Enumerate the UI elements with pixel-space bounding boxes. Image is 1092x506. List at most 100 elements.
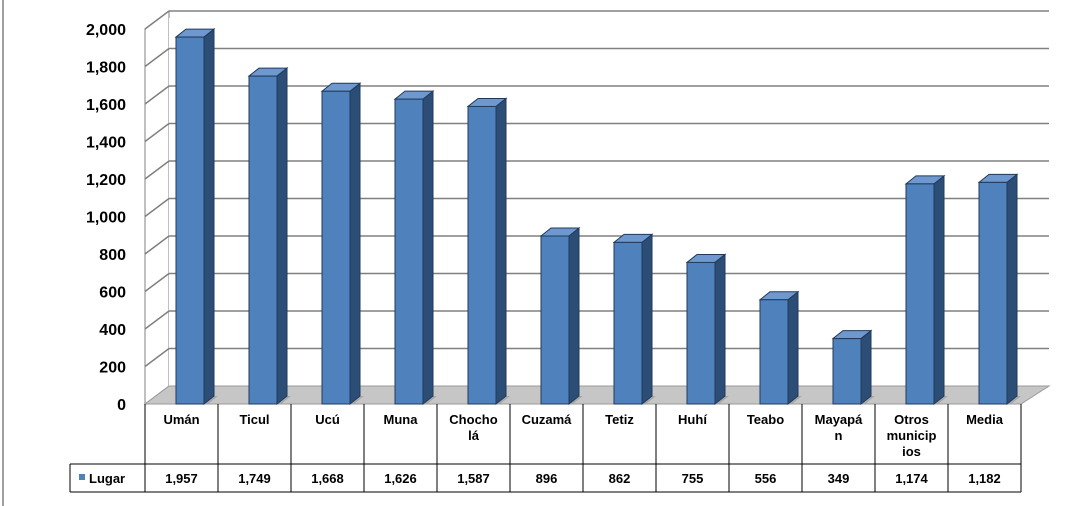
value-label: 1,587 <box>457 471 490 486</box>
bar-side-face <box>203 28 215 406</box>
y-tick-label: 1,400 <box>86 135 126 152</box>
gridline-side <box>144 122 170 143</box>
value-label: 1,668 <box>311 471 344 486</box>
y-tick-label: 1,200 <box>86 172 126 189</box>
category-label: Umán <box>163 412 199 427</box>
gridline-side <box>144 10 170 30</box>
value-label: 556 <box>755 471 777 486</box>
bar-front-face <box>540 235 570 405</box>
bar-side-face <box>422 90 434 406</box>
bar-side-face <box>349 82 361 406</box>
category-label: n <box>835 428 843 443</box>
bar-shadow <box>861 396 875 404</box>
bar-front-face <box>248 75 278 405</box>
bar <box>831 329 875 406</box>
bar-front-face <box>321 90 351 405</box>
gridline-side <box>144 47 170 68</box>
category-label: Ucú <box>315 412 340 427</box>
bar-side-face <box>641 233 653 406</box>
bar-side-face <box>714 253 726 406</box>
gridline-side <box>144 85 170 105</box>
bar-side-face <box>276 67 288 406</box>
y-tick-label: 800 <box>99 247 126 264</box>
bar <box>977 173 1021 406</box>
bar <box>904 174 948 406</box>
legend-label: Lugar <box>89 471 125 486</box>
category-label: Chocho <box>449 412 497 427</box>
bar-front-face <box>467 105 497 405</box>
bar-shadow <box>496 396 510 404</box>
y-tick-label: 600 <box>99 285 126 302</box>
bar <box>393 90 437 406</box>
category-label: Huhí <box>678 412 707 427</box>
legend-key <box>79 474 85 480</box>
bar-shadow <box>788 396 802 404</box>
category-label: Tetiz <box>605 412 634 427</box>
category-label: ios <box>902 444 921 459</box>
bar-shadow <box>204 396 218 404</box>
y-tick-label: 1,600 <box>86 97 126 114</box>
bar-shadow <box>715 396 729 404</box>
bar-side-face <box>787 290 799 406</box>
gridline-side <box>144 235 170 255</box>
bar <box>320 82 364 406</box>
bar-front-face <box>905 183 935 405</box>
value-label: 755 <box>682 471 704 486</box>
bar-side-face <box>568 226 580 406</box>
bar-front-face <box>759 299 789 405</box>
bar-shadow <box>423 396 437 404</box>
bar-shadow <box>569 396 583 404</box>
bar-front-face <box>613 241 643 405</box>
category-label: lá <box>468 428 480 443</box>
gridline-side <box>144 347 170 368</box>
bar <box>174 28 218 406</box>
bar-shadow <box>277 396 291 404</box>
value-label: 1,626 <box>384 471 417 486</box>
category-label: municip <box>887 428 937 443</box>
category-label: Cuzamá <box>522 412 573 427</box>
gridline-side <box>144 310 170 330</box>
bar-side-face <box>1006 173 1018 406</box>
gridline-side <box>144 160 170 180</box>
category-label: Muna <box>384 412 419 427</box>
bar <box>758 290 802 406</box>
bar-shadow <box>1007 396 1021 404</box>
y-tick-label: 0 <box>117 397 126 414</box>
y-tick-label: 2,000 <box>86 22 126 39</box>
bar-front-face <box>978 181 1008 405</box>
value-label: 1,749 <box>238 471 271 486</box>
value-label: 896 <box>536 471 558 486</box>
bar-side-face <box>933 174 945 406</box>
back-wall <box>169 18 1045 393</box>
bar-front-face <box>686 261 716 405</box>
y-tick-label: 1,800 <box>86 60 126 77</box>
bar-front-face <box>394 98 424 405</box>
bar-front-face <box>175 36 205 405</box>
category-label: Otros <box>894 412 929 427</box>
value-label: 1,957 <box>165 471 198 486</box>
bar <box>466 97 510 406</box>
y-tick-label: 400 <box>99 322 126 339</box>
gridline-side <box>144 272 170 293</box>
category-label: Media <box>966 412 1004 427</box>
y-tick-label: 200 <box>99 360 126 377</box>
bar-shadow <box>934 396 948 404</box>
y-tick-label: 1,000 <box>86 210 126 227</box>
category-label: Mayapá <box>815 412 863 427</box>
bar <box>685 253 729 406</box>
value-label: 862 <box>609 471 631 486</box>
bar-shadow <box>642 396 656 404</box>
bar-front-face <box>832 338 862 405</box>
bar-side-face <box>860 329 872 406</box>
bar <box>247 67 291 406</box>
value-label: 1,174 <box>895 471 928 486</box>
category-label: Ticul <box>239 412 269 427</box>
gridline-side <box>144 197 170 218</box>
bar-side-face <box>495 97 507 406</box>
bar-shadow <box>350 396 364 404</box>
bar <box>539 226 583 406</box>
bar <box>612 233 656 406</box>
value-label: 1,182 <box>968 471 1001 486</box>
category-label: Teabo <box>747 412 784 427</box>
